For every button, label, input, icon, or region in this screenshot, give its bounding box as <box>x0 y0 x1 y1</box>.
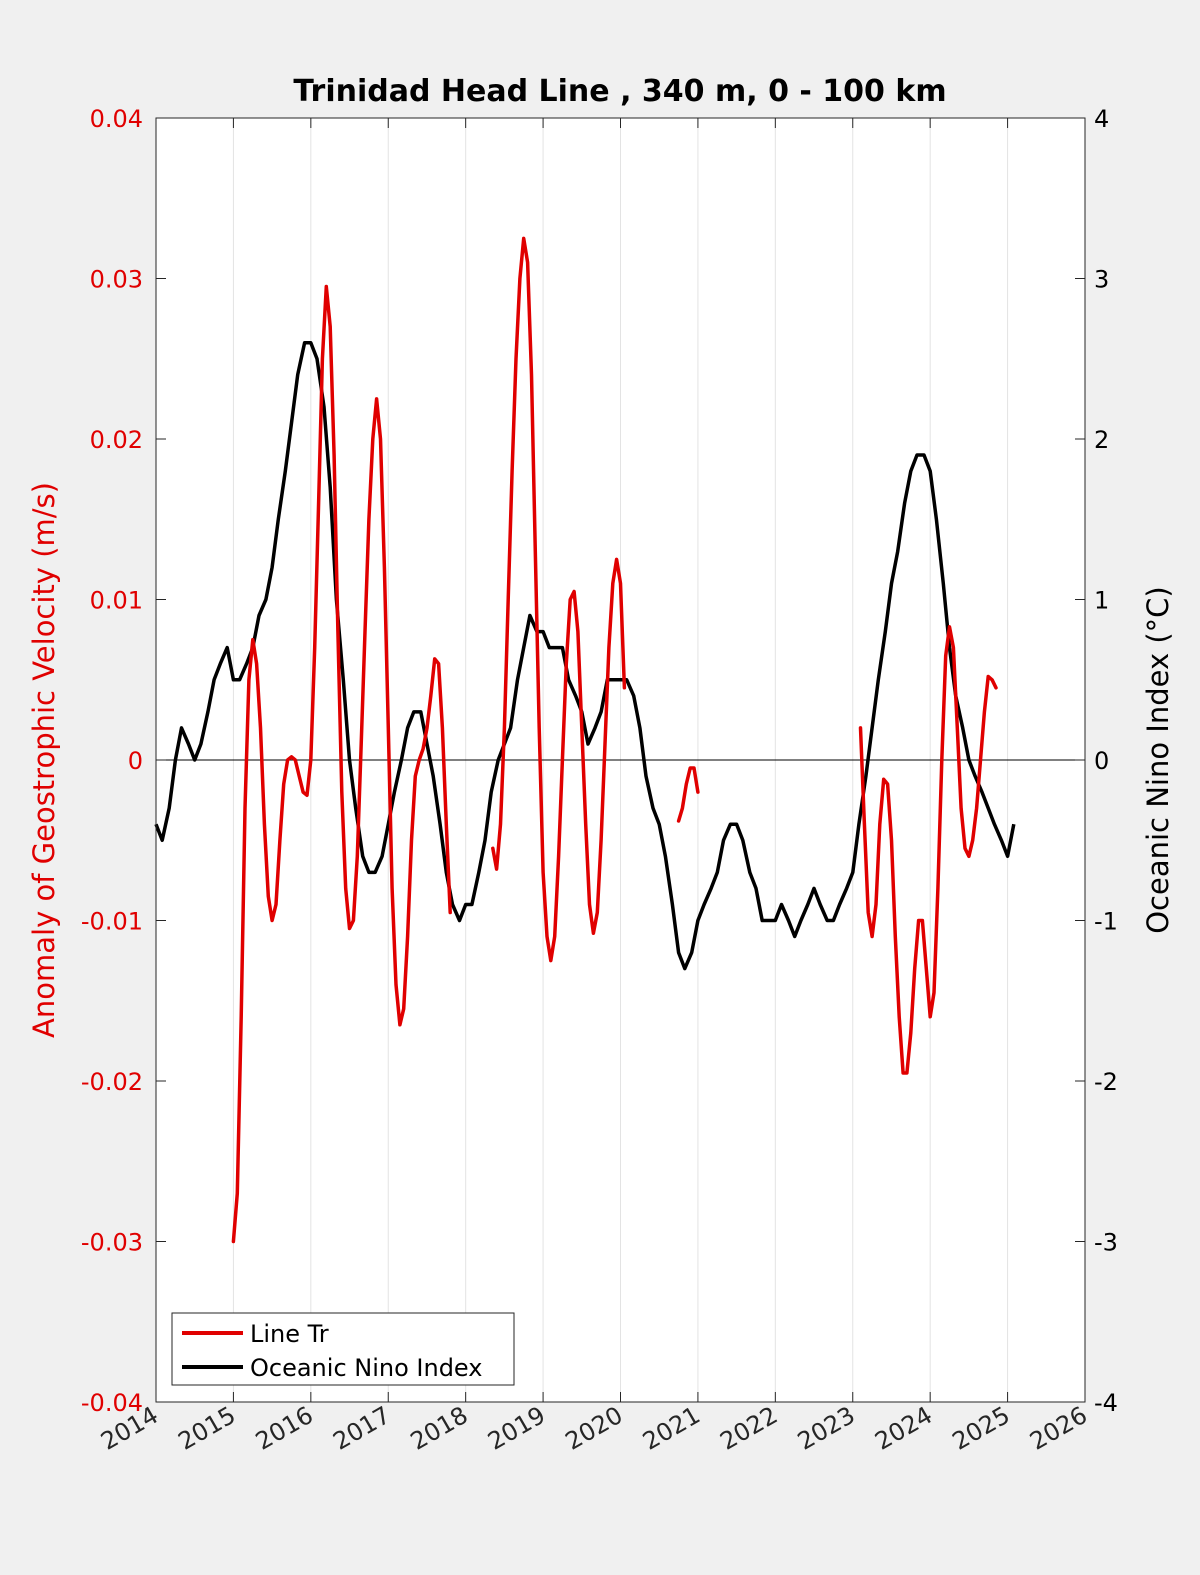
y-left-tick-label: 0 <box>128 747 143 775</box>
y-axis-right-label: Oceanic Nino Index (°C) <box>1141 586 1175 934</box>
series-line-oceanic-nino-index <box>154 340 1016 971</box>
x-tick-label: 2018 <box>406 1401 473 1456</box>
x-tick-label: 2025 <box>948 1401 1015 1456</box>
y-left-tick-label: -0.02 <box>81 1068 143 1096</box>
x-tick-label: 2023 <box>793 1401 860 1456</box>
x-tick-label: 2024 <box>870 1401 937 1456</box>
y-right-tick-label: -1 <box>1094 908 1118 936</box>
x-tick-label: 2017 <box>328 1401 395 1456</box>
y-right-tick-label: 4 <box>1094 105 1109 133</box>
y-left-tick-label: 0.03 <box>90 266 143 294</box>
x-tick-label: 2015 <box>174 1401 241 1456</box>
legend-box <box>171 1312 515 1386</box>
x-tick-label: 2021 <box>638 1401 705 1456</box>
series-line-line-tr <box>231 284 452 1244</box>
y-left-tick-label: -0.03 <box>81 1229 143 1257</box>
series-line-line-tr <box>491 236 627 963</box>
x-tick-label: 2022 <box>715 1401 782 1456</box>
x-tick-label: 2020 <box>561 1401 628 1456</box>
legend: Line Tr Oceanic Nino Index <box>171 1312 515 1386</box>
y-right-tick-label: 1 <box>1094 587 1109 615</box>
x-tick-label: 2019 <box>483 1401 550 1456</box>
x-tick-label: 2016 <box>251 1401 318 1456</box>
y-right-tick-label: 2 <box>1094 426 1109 454</box>
legend-label-line-tr: Line Tr <box>250 1320 329 1348</box>
y-right-tick-label: -2 <box>1094 1068 1118 1096</box>
y-axis-left-label: Anomaly of Geostrophic Velocity (m/s) <box>27 482 61 1038</box>
y-left-tick-label: -0.01 <box>81 908 143 936</box>
y-right-tick-label: 3 <box>1094 266 1109 294</box>
chart-title: Trinidad Head Line , 340 m, 0 - 100 km <box>293 74 946 109</box>
series-line-line-tr <box>676 766 700 823</box>
legend-label-oni: Oceanic Nino Index <box>250 1354 482 1382</box>
y-right-tick-label: -4 <box>1094 1389 1118 1417</box>
data-lines <box>154 236 1016 1244</box>
series-line-line-tr <box>858 625 998 1075</box>
y-left-tick-label: 0.02 <box>90 426 143 454</box>
y-left-tick-label: 0.04 <box>90 105 143 133</box>
y-left-tick-label: -0.04 <box>81 1389 143 1417</box>
y-left-tick-label: 0.01 <box>90 587 143 615</box>
x-tick-label: 2026 <box>1025 1401 1092 1456</box>
y-right-tick-label: -3 <box>1094 1229 1118 1257</box>
y-right-tick-label: 0 <box>1094 747 1109 775</box>
